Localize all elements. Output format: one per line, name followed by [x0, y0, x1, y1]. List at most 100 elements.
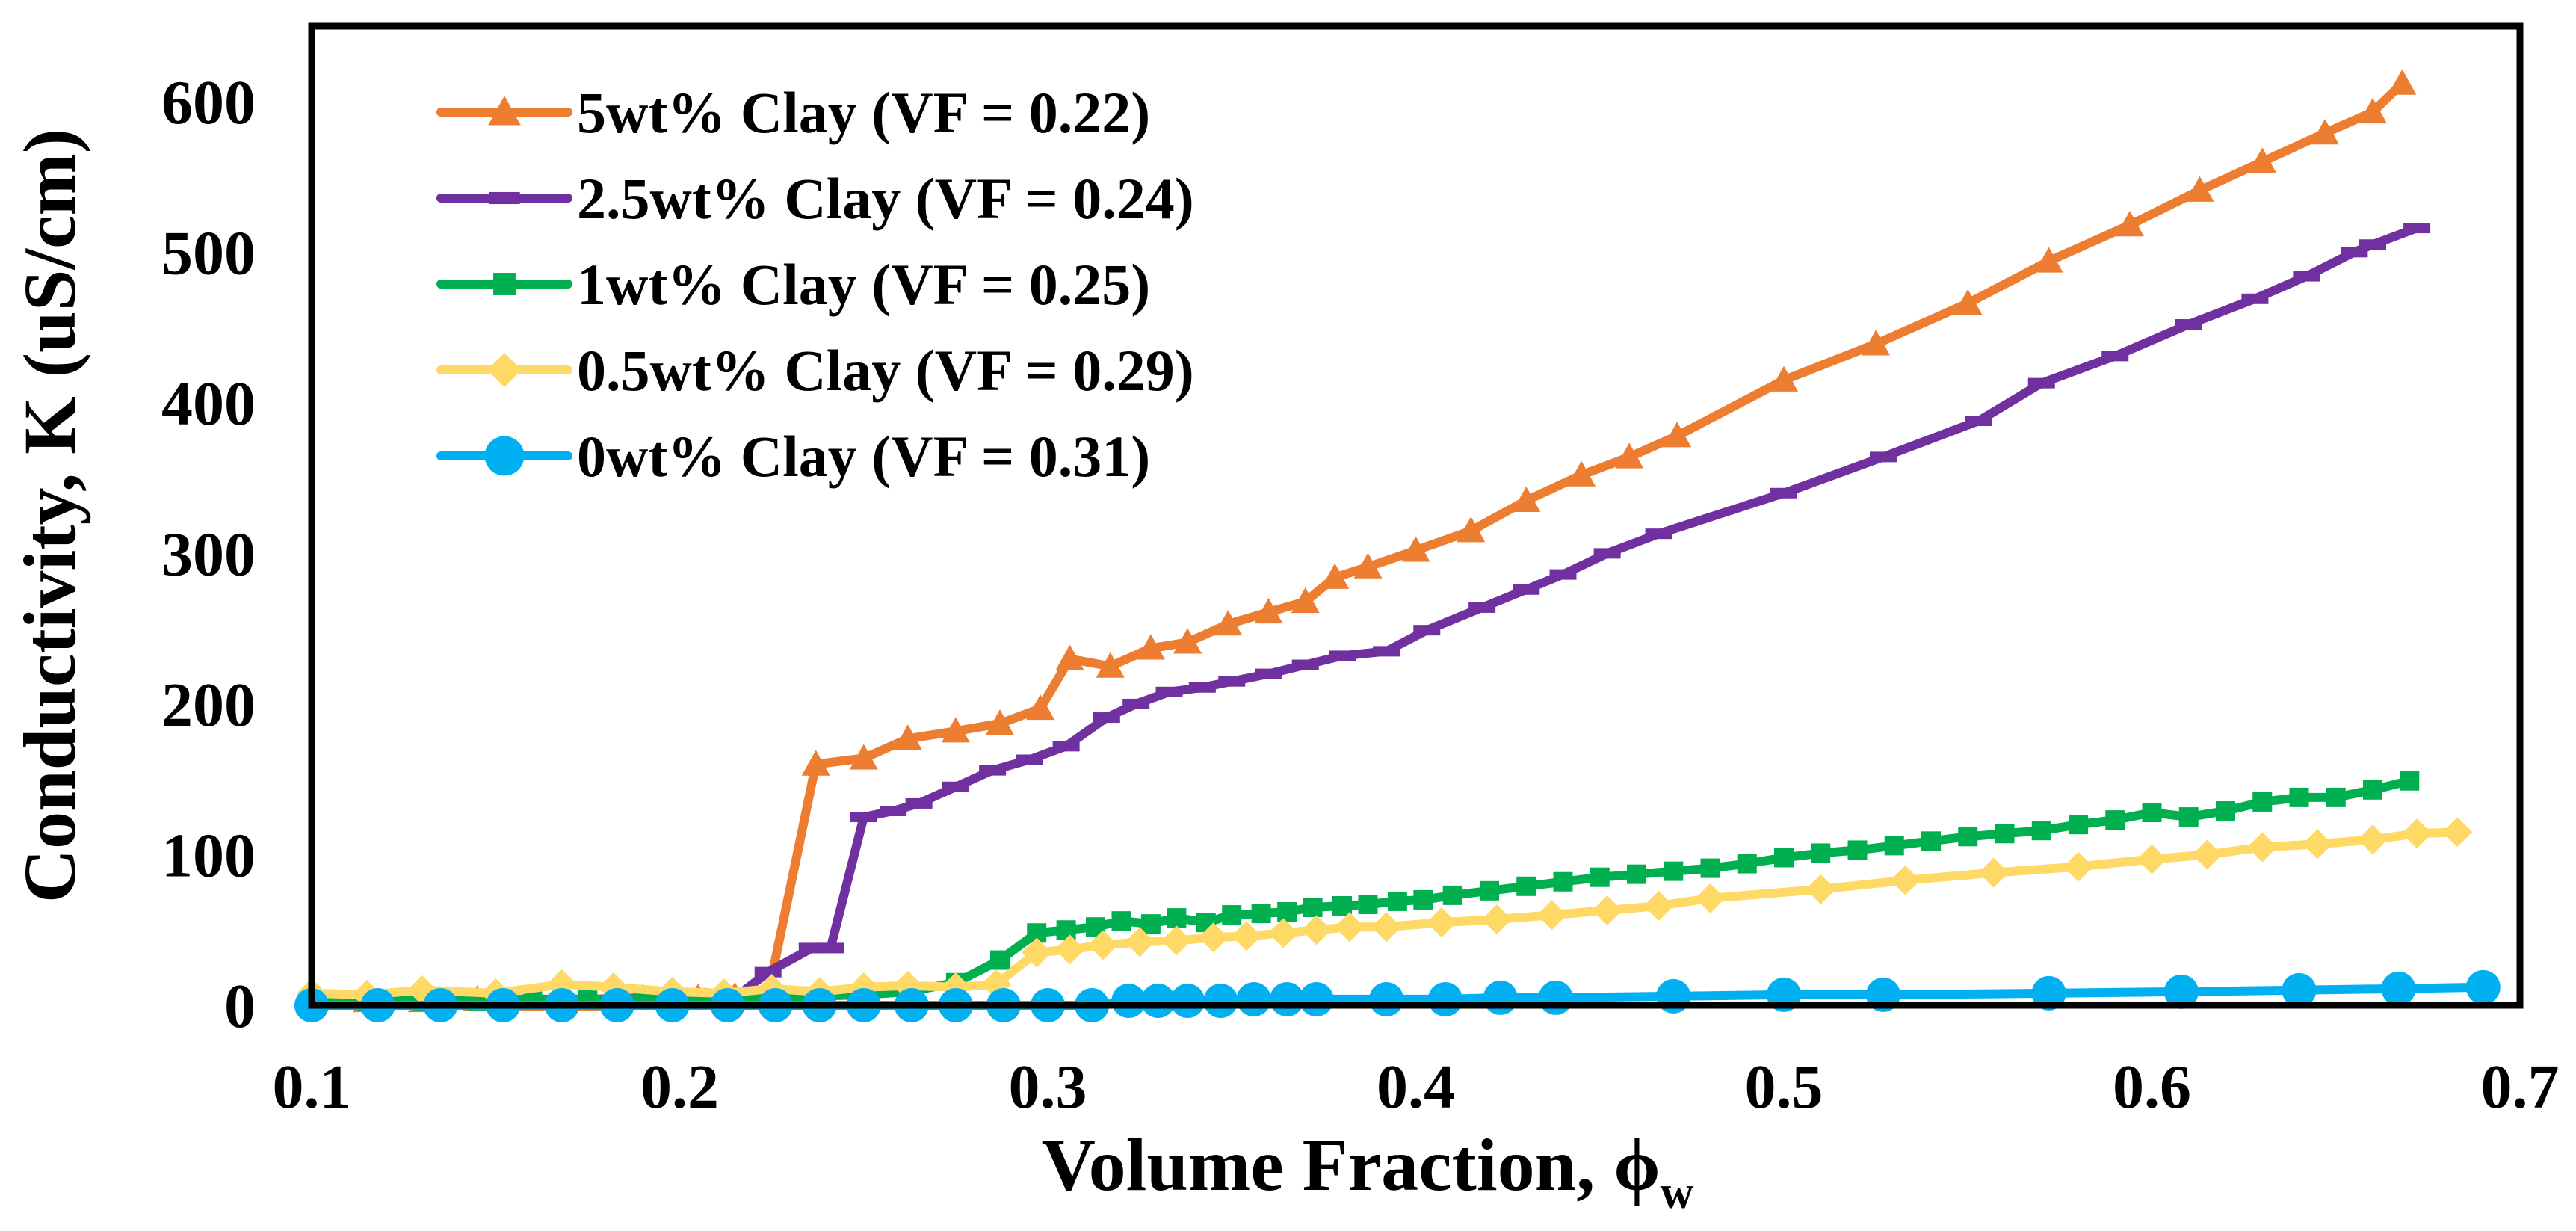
data-point [2442, 817, 2473, 848]
data-point [1953, 289, 1983, 315]
data-point [1592, 895, 1622, 926]
legend-entry: 1wt% Clay (VF = 0.25) [436, 252, 1150, 317]
data-point [2326, 787, 2346, 807]
data-point [1536, 900, 1567, 931]
x-tick-label: 0.6 [2113, 1052, 2191, 1122]
data-point [2381, 971, 2416, 1006]
data-point [1978, 857, 2009, 888]
data-point [1056, 920, 1076, 940]
data-point [1516, 876, 1536, 896]
data-point [1251, 904, 1271, 924]
data-point [2465, 969, 2501, 1005]
data-point [2358, 824, 2388, 855]
data-point [1255, 668, 1282, 679]
data-point [1155, 686, 1183, 697]
data-point [1022, 937, 1052, 968]
data-point [1862, 330, 1891, 356]
legend-marker [488, 96, 521, 126]
data-point [817, 942, 844, 954]
data-point [2185, 176, 2214, 202]
data-point [1774, 848, 1794, 868]
data-point [1483, 980, 1518, 1015]
data-point [2402, 818, 2433, 849]
data-point [1222, 905, 1242, 925]
x-tick-labels: 0.1 0.2 0.3 0.4 0.5 0.6 0.7 [273, 1052, 2560, 1122]
data-point [2216, 801, 2235, 821]
data-point [1890, 865, 1921, 895]
data-point [2241, 293, 2269, 304]
data-point [1291, 659, 1319, 670]
data-point [1538, 980, 1573, 1015]
legend-label: 2.5wt% Clay (VF = 0.24) [577, 166, 1194, 231]
data-point [1884, 836, 1904, 856]
data-point [2027, 377, 2055, 389]
x-tick-label: 0.5 [1745, 1052, 1823, 1122]
data-point [1847, 840, 1868, 860]
data-point [1512, 486, 1541, 513]
data-point [1480, 880, 1499, 901]
data-point [1567, 460, 1596, 487]
x-axis-title: Volume Fraction, ϕw [1042, 1123, 1694, 1218]
data-point [1140, 914, 1161, 934]
data-point [1218, 676, 1246, 687]
data-point [2252, 792, 2273, 812]
data-point [1811, 843, 1831, 863]
data-point [2293, 271, 2320, 282]
data-point [2137, 844, 2167, 874]
data-point [2031, 975, 2066, 1011]
data-point [1369, 981, 1404, 1016]
legend-entry: 0wt% Clay (VF = 0.31) [436, 424, 1150, 489]
data-point [2175, 319, 2202, 330]
y-tick-label: 400 [161, 369, 256, 439]
data-point [1188, 682, 1216, 693]
data-point [1303, 898, 1323, 917]
y-tick-label: 200 [161, 670, 256, 740]
data-point [1321, 563, 1350, 589]
data-point [1481, 904, 1512, 935]
y-tick-label: 100 [161, 821, 256, 890]
data-point [2248, 147, 2277, 173]
data-point [1122, 698, 1150, 709]
data-point [2031, 821, 2051, 841]
data-point [880, 806, 907, 817]
data-point [1995, 824, 2015, 844]
data-point [989, 950, 1010, 970]
data-point [1125, 927, 1155, 957]
data-point [1921, 831, 1941, 851]
data-point [1198, 922, 1229, 953]
data-point [1052, 741, 1080, 752]
data-point [979, 765, 1007, 776]
data-point [1353, 552, 1383, 579]
x-tick-label: 0.7 [2481, 1052, 2560, 1122]
legend-entry: 2.5wt% Clay (VF = 0.24) [436, 166, 1194, 231]
data-point [2115, 211, 2144, 237]
data-point [2359, 97, 2387, 124]
data-point [849, 744, 878, 770]
data-point [905, 797, 933, 809]
data-point [2063, 851, 2093, 882]
y-tick-label: 0 [224, 972, 256, 1041]
data-point [1513, 584, 1540, 595]
data-point [1700, 858, 1720, 878]
data-point [1645, 528, 1672, 540]
data-point [2034, 247, 2063, 273]
data-point [1026, 694, 1055, 721]
legend-entry: 5wt% Clay (VF = 0.22) [436, 80, 1150, 145]
data-point [1695, 883, 1726, 913]
data-point [1334, 912, 1365, 942]
legend-label: 0.5wt% Clay (VF = 0.29) [577, 338, 1194, 403]
data-point [1427, 981, 1462, 1016]
data-point [1457, 516, 1486, 543]
data-point [1387, 891, 1407, 911]
data-point [1270, 981, 1305, 1016]
data-point [754, 966, 782, 978]
data-point [1593, 548, 1621, 559]
y-axis-title: Conductivity, K (uS/cm) [8, 129, 91, 903]
legend-marker [489, 191, 520, 205]
data-point [1299, 981, 1334, 1016]
data-point [2142, 803, 2162, 823]
data-point [1173, 628, 1202, 654]
data-point [1301, 915, 1332, 945]
data-point [1214, 610, 1243, 636]
